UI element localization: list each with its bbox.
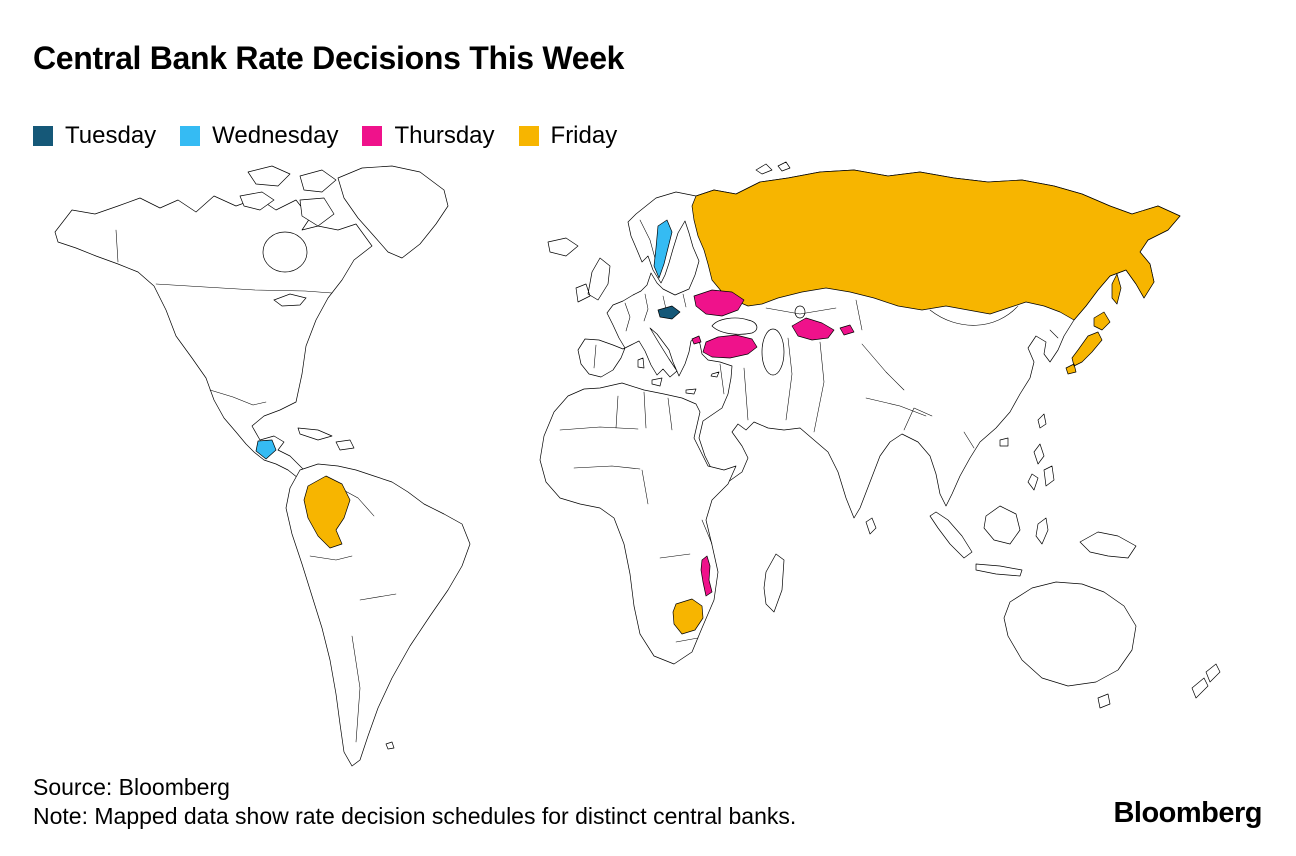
british-isles: [575, 257, 611, 303]
svalbard-islands: [755, 161, 791, 175]
legend: Tuesday Wednesday Thursday Friday: [33, 122, 617, 150]
country-uzbekistan: [791, 317, 855, 341]
landmass-australia: [1003, 581, 1137, 709]
legend-label-thursday: Thursday: [394, 122, 495, 149]
landmass-africa: [539, 382, 737, 665]
country-ukraine: [693, 289, 745, 317]
legend-swatch-tuesday: [33, 126, 53, 146]
falkland-islands: [385, 741, 395, 750]
page-title: Central Bank Rate Decisions This Week: [33, 40, 625, 76]
legend-label-friday: Friday: [550, 122, 618, 149]
legend-swatch-friday: [518, 126, 539, 146]
country-colombia: [303, 475, 351, 549]
arctic-islands: [239, 165, 337, 227]
legend-label-wednesday: Wednesday: [212, 122, 339, 149]
country-sweden: [653, 219, 673, 279]
country-hungary: [657, 305, 681, 320]
mediterranean-islands: [637, 357, 720, 395]
legend-swatch-wednesday: [180, 126, 201, 146]
legend-swatch-thursday: [362, 126, 383, 146]
legend-label-tuesday: Tuesday: [65, 122, 157, 149]
bloomberg-logo: Bloomberg: [1113, 797, 1262, 829]
lakes-and-seas: [262, 231, 806, 376]
new-zealand: [1191, 663, 1221, 699]
legend-item-tuesday: Tuesday: [33, 122, 156, 150]
note-text: Note: Mapped data show rate decision sch…: [33, 803, 797, 829]
legend-item-wednesday: Wednesday: [180, 122, 338, 150]
aral-sea: [794, 305, 806, 319]
country-malawi: [700, 555, 713, 597]
country-turkey: [691, 334, 758, 359]
great-lakes: [273, 293, 307, 307]
legend-item-thursday: Thursday: [362, 122, 495, 150]
highlighted-countries: [255, 219, 1111, 635]
landmass-greenland: [337, 165, 449, 259]
world-map: [54, 161, 1221, 767]
highlighted-countries-base: [691, 169, 1181, 321]
country-japan: [1065, 311, 1111, 375]
southeast-asia-islands: [865, 413, 1137, 577]
hudson-bay: [262, 231, 308, 273]
caribbean-islands: [297, 427, 355, 451]
iceland: [547, 237, 579, 257]
country-borders: [115, 219, 1059, 743]
legend-item-friday: Friday: [518, 122, 618, 150]
country-botswana: [672, 598, 704, 635]
source-text: Source: Bloomberg: [33, 774, 230, 800]
country-guatemala: [255, 439, 277, 460]
country-russia: [691, 169, 1181, 321]
madagascar: [763, 553, 785, 613]
caspian-sea: [761, 328, 785, 376]
black-sea: [711, 317, 758, 335]
